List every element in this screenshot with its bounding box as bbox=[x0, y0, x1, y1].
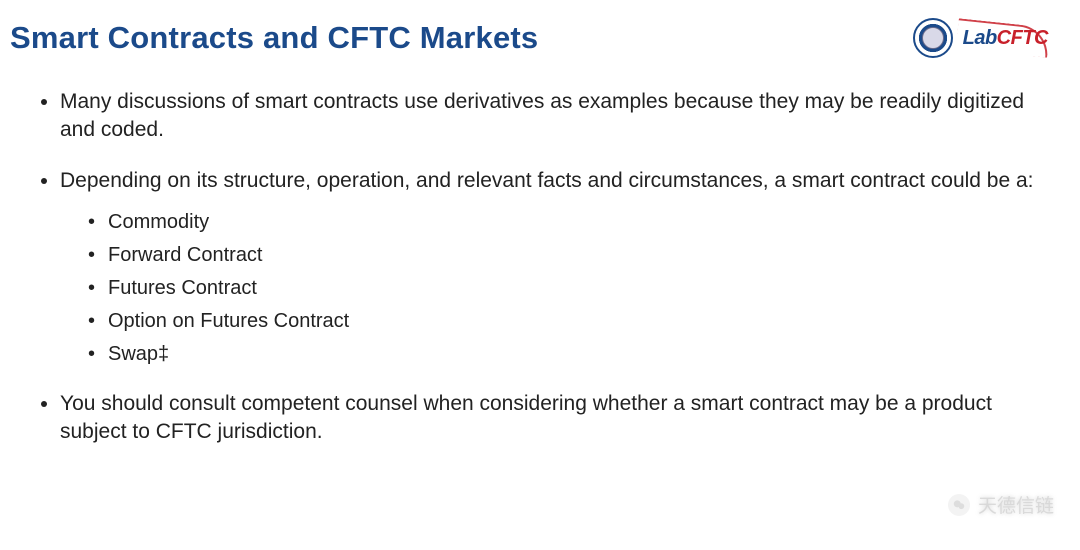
bullet-text: Depending on its structure, operation, a… bbox=[60, 169, 1034, 192]
wechat-icon bbox=[948, 494, 970, 516]
wechat-watermark: 天德信链 bbox=[948, 491, 1054, 518]
sub-bullet-text: Option on Futures Contract bbox=[108, 310, 349, 332]
bullet-text: You should consult competent counsel whe… bbox=[60, 392, 992, 443]
bullet-item: Depending on its structure, operation, a… bbox=[60, 167, 1052, 368]
slide-title: Smart Contracts and CFTC Markets bbox=[10, 20, 538, 56]
sub-bullet-text: Swap‡ bbox=[108, 343, 169, 365]
sub-bullet-item: Commodity bbox=[88, 209, 1052, 236]
slide-content: Many discussions of smart contracts use … bbox=[10, 88, 1052, 447]
sub-bullet-list: Commodity Forward Contract Futures Contr… bbox=[60, 209, 1052, 368]
watermark-text: 天德信链 bbox=[978, 491, 1054, 518]
cftc-seal-icon bbox=[913, 18, 953, 58]
bullet-text: Many discussions of smart contracts use … bbox=[60, 90, 1024, 141]
sub-bullet-text: Commodity bbox=[108, 211, 209, 233]
bullet-item: Many discussions of smart contracts use … bbox=[60, 88, 1052, 145]
sub-bullet-item: Option on Futures Contract bbox=[88, 308, 1052, 335]
bullet-list: Many discussions of smart contracts use … bbox=[42, 88, 1052, 447]
labcftc-arc-icon bbox=[955, 18, 1050, 57]
sub-bullet-item: Forward Contract bbox=[88, 242, 1052, 269]
sub-bullet-item: Futures Contract bbox=[88, 275, 1052, 302]
sub-bullet-text: Forward Contract bbox=[108, 244, 263, 266]
bullet-item: You should consult competent counsel whe… bbox=[60, 390, 1052, 447]
sub-bullet-text: Futures Contract bbox=[108, 277, 257, 299]
slide-header: Smart Contracts and CFTC Markets LabCFTC bbox=[10, 18, 1052, 58]
labcftc-logo: LabCFTC bbox=[963, 27, 1048, 50]
logo-group: LabCFTC bbox=[913, 18, 1048, 58]
sub-bullet-item: Swap‡ bbox=[88, 341, 1052, 368]
slide-container: Smart Contracts and CFTC Markets LabCFTC… bbox=[0, 0, 1080, 489]
